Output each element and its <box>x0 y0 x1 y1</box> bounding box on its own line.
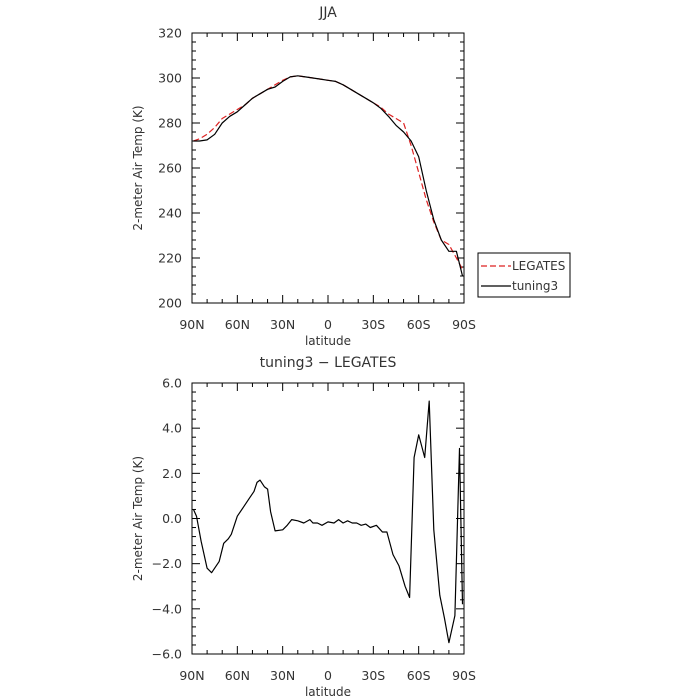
plot-frame <box>191 382 465 655</box>
x-tick-label: 30S <box>361 317 385 332</box>
panel-difference: tuning3 − LEGATES 90N 60N 30N 0 30S 60S 90S −6.0… <box>131 355 476 699</box>
x-tick-label: 30N <box>270 317 295 332</box>
panel-jja: JJA 90N 60N 30N 0 30S 60S 90S 200 220 240 260 280 300… <box>131 5 571 348</box>
legend-entry: tuning3 <box>512 279 558 293</box>
y-tick-label: 240 <box>158 206 182 221</box>
x-axis-label: latitude <box>305 685 351 699</box>
y-tick-label: 260 <box>158 161 182 176</box>
y-tick-label: 4.0 <box>162 421 182 436</box>
y-axis-label: 2-meter Air Temp (K) <box>131 105 145 230</box>
x-tick-label: 0 <box>324 317 332 332</box>
x-tick-label: 0 <box>324 668 332 683</box>
y-tick-label: 2.0 <box>162 466 182 481</box>
y-tick-label: 220 <box>158 251 182 266</box>
x-tick-label: 60S <box>407 317 431 332</box>
x-tick-label: 60S <box>407 668 431 683</box>
x-tick-label: 60N <box>225 317 250 332</box>
plot-frame <box>191 32 465 304</box>
x-tick-label: 30N <box>270 668 295 683</box>
x-tick-label: 90N <box>179 317 204 332</box>
x-tick-label: 90S <box>452 317 476 332</box>
x-tick-label: 90N <box>179 668 204 683</box>
y-tick-label: 280 <box>158 116 182 131</box>
legend-entry: LEGATES <box>512 259 565 273</box>
chart-title: tuning3 − LEGATES <box>260 355 397 371</box>
x-tick-label: 30S <box>361 668 385 683</box>
y-tick-label: 320 <box>158 26 182 41</box>
y-axis-label: 2-meter Air Temp (K) <box>131 456 145 581</box>
legend-box <box>477 252 571 298</box>
y-tick-label: −6.0 <box>152 647 182 662</box>
x-tick-label: 60N <box>225 668 250 683</box>
x-tick-label: 90S <box>452 668 476 683</box>
y-tick-label: 6.0 <box>162 376 182 391</box>
series-line-tuning3 <box>193 75 464 277</box>
y-tick-label: 0.0 <box>162 511 182 526</box>
y-tick-label: −2.0 <box>152 556 182 571</box>
x-axis-label: latitude <box>305 334 351 348</box>
chart-title: JJA <box>318 5 337 21</box>
series-line-difference <box>192 400 464 644</box>
y-tick-label: −4.0 <box>152 601 182 616</box>
y-tick-label: 200 <box>158 296 182 311</box>
y-tick-label: 300 <box>158 71 182 86</box>
